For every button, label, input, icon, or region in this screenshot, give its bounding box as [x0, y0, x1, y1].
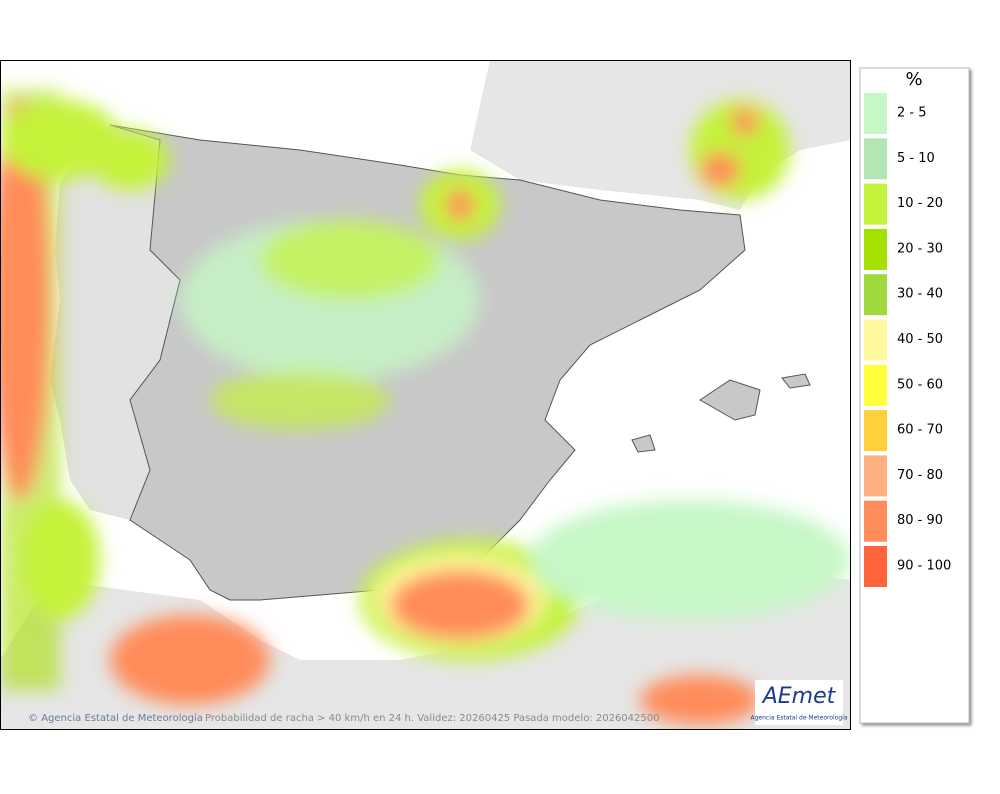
legend-swatch	[864, 364, 887, 406]
legend-swatch	[864, 500, 887, 542]
legend-title: %	[905, 69, 922, 90]
legend-swatch	[864, 274, 887, 316]
menorca	[781, 373, 811, 389]
portugal	[50, 125, 180, 520]
legend-swatch	[864, 455, 887, 497]
legend-swatch	[864, 546, 887, 587]
map: © Agencia Estatal de Meteorología Probab…	[1, 61, 850, 729]
legend-label: 60 - 70	[897, 423, 943, 438]
legend-label: 2 - 5	[897, 106, 927, 121]
legend-label: 70 - 80	[897, 468, 943, 483]
legend-label: 90 - 100	[897, 559, 951, 574]
legend-label: 40 - 50	[897, 332, 943, 347]
logo-name: AEmet	[761, 684, 837, 709]
legend-swatch	[864, 228, 887, 270]
ibiza	[631, 434, 656, 453]
legend-swatch	[864, 319, 887, 361]
legend-swatch	[864, 183, 887, 225]
legend-label: 30 - 40	[897, 287, 943, 302]
legend-label: 20 - 30	[897, 241, 943, 256]
caption: Probabilidad de racha > 40 km/h en 24 h.…	[205, 713, 659, 724]
legend-swatch	[864, 138, 887, 180]
map-frame	[0, 60, 851, 730]
legend-label: 80 - 90	[897, 513, 943, 528]
mallorca	[699, 379, 761, 421]
copyright: © Agencia Estatal de Meteorología	[28, 712, 203, 724]
legend-swatch	[864, 410, 887, 452]
legend-label: 5 - 10	[897, 151, 935, 166]
legend-swatch	[864, 93, 887, 134]
probability-fields	[1, 90, 850, 725]
legend-label: 50 - 60	[897, 377, 943, 392]
legend-label: 10 - 20	[897, 196, 943, 211]
logo-box	[755, 680, 843, 725]
legend: % 2 - 5 5 - 10 10 - 20 20 - 30 30 - 40 40 - 5…	[859, 67, 970, 724]
logo-subtitle: Agencia Estatal de Meteorología	[751, 715, 848, 722]
